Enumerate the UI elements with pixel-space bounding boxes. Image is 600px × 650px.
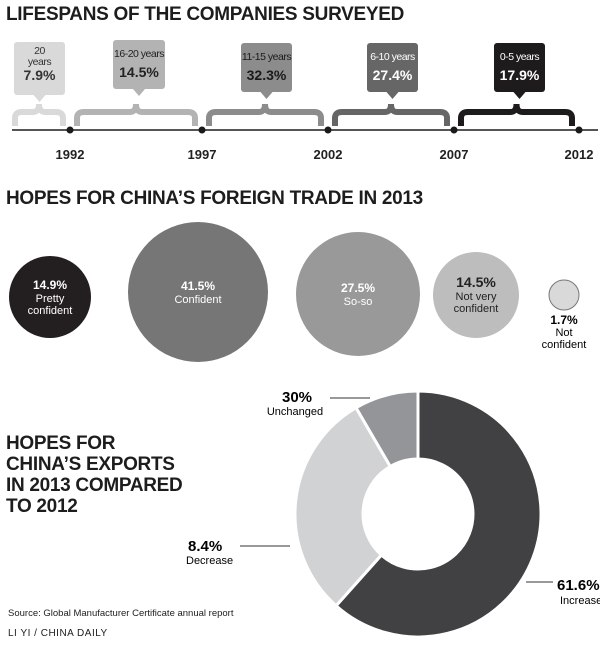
bubble [128,222,268,362]
timeline-callout [367,43,418,92]
timeline-callout [14,42,65,95]
credit: LI YI / CHINA DAILY [8,628,108,639]
pie-label: Decrease [186,555,233,567]
pie-value: 8.4% [188,538,222,555]
timeline-callout [241,43,292,92]
tick-label: 1997 [188,147,217,162]
callout-value: 32.3% [247,67,287,83]
tick-label: 2002 [314,147,343,162]
bubble-label: Confident [174,294,221,306]
bubble-label: Pretty [36,293,65,305]
bubble-label: confident [542,339,587,351]
donut-slice [354,389,420,469]
bubble-value: 14.9% [33,278,67,292]
callout-pointer [386,92,399,99]
source-note: Source: Global Manufacturer Certificate … [8,608,234,619]
bubble [548,279,580,311]
callout-pointer [33,95,46,102]
tick-label: 2012 [565,147,594,162]
callout-pointer [513,92,526,99]
callout-label: years [28,56,51,68]
callout-pointer [133,89,145,96]
pie-value: 30% [282,389,312,406]
timeline-dot [324,126,332,134]
timeline-dot [198,126,206,134]
callout-value: 27.4% [373,67,413,83]
bubble-label: confident [454,303,499,315]
timeline-callout [113,40,165,89]
timeline-brace [458,103,575,126]
timeline-dot [575,126,583,134]
tick-label: 1992 [56,147,85,162]
pie-label: Increase [560,595,600,607]
exports-title-line: IN 2013 COMPARED [6,475,183,496]
timeline-dot [450,126,458,134]
timeline-brace [206,103,324,126]
callout-label: 20 [34,45,45,57]
callout-value: 17.9% [500,67,540,83]
exports-title-line: CHINA’S EXPORTS [6,454,175,475]
callout-label: 0-5 years [500,51,540,63]
bubble-value: 1.7% [550,313,578,327]
bubble [433,252,519,338]
bubble-label: Not [555,327,572,339]
timeline-dot [66,126,74,134]
pie-value: 61.6% [557,577,600,594]
tick-label: 2007 [440,147,469,162]
lifespans-title: LIFESPANS OF THE COMPANIES SURVEYED [6,4,405,25]
callout-label: 16-20 years [114,48,164,60]
bubble [9,256,91,338]
timeline-brace [332,103,450,126]
exports-title-line: TO 2012 [6,496,78,517]
pie-label: Unchanged [267,406,323,418]
bubble-value: 14.5% [456,274,496,290]
timeline-brace [74,103,198,126]
callout-value: 7.9% [24,67,56,83]
callout-pointer [260,92,273,99]
callout-label: 6-10 years [370,51,415,63]
bubble-value: 27.5% [341,281,375,295]
bubble [296,232,420,356]
bubble-value: 41.5% [181,279,215,293]
trade-title: HOPES FOR CHINA’S FOREIGN TRADE IN 2013 [6,188,423,209]
bubble-label: Not very [456,291,497,303]
timeline-callout [494,43,545,92]
callout-value: 14.5% [119,64,159,80]
timeline-brace [12,103,66,126]
donut-slice [333,389,543,639]
callout-label: 11-15 years [242,51,291,63]
exports-title-line: HOPES FOR [6,433,116,454]
donut-slice [293,405,393,608]
bubble-label: So-so [344,296,373,308]
exports-title: HOPES FOR CHINA’S EXPORTS IN 2013 COMPAR… [6,433,183,517]
bubble-label: confident [28,305,73,317]
